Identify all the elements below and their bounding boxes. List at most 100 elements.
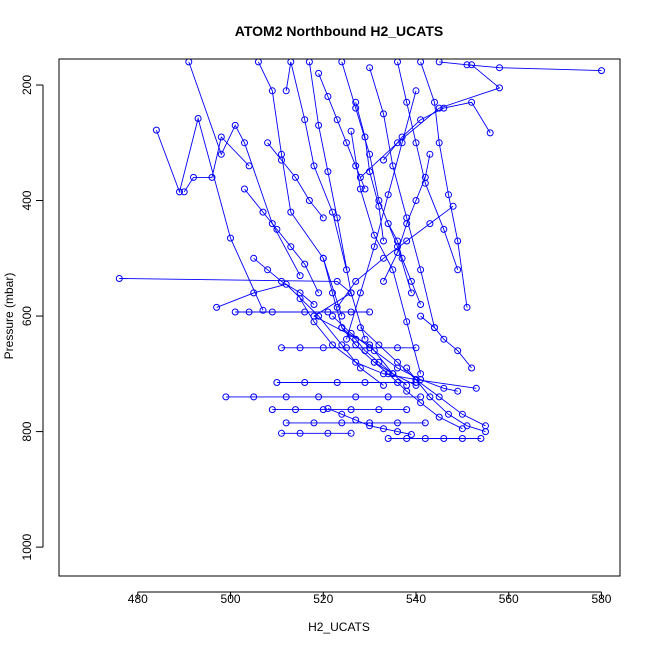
data-point xyxy=(194,115,202,122)
data-point xyxy=(264,266,272,274)
data-point xyxy=(296,289,304,297)
data-point xyxy=(296,344,304,352)
profile-line xyxy=(257,61,343,317)
data-point xyxy=(319,344,327,352)
profile-line xyxy=(369,67,435,328)
data-point xyxy=(417,312,425,320)
data-point xyxy=(384,435,392,442)
data-point xyxy=(287,243,295,251)
x-tick-label: 480 xyxy=(128,592,148,606)
profile-series-24 xyxy=(356,61,503,181)
x-axis-label: H2_UCATS xyxy=(308,620,370,634)
data-point xyxy=(324,429,332,437)
data-point xyxy=(361,335,369,343)
data-point xyxy=(361,347,369,355)
data-point xyxy=(343,335,350,343)
data-point xyxy=(115,275,123,282)
data-point xyxy=(305,197,313,204)
profile-line xyxy=(155,116,264,311)
data-point xyxy=(222,393,230,401)
data-point xyxy=(329,208,336,216)
data-point xyxy=(301,116,309,124)
x-tick-label: 580 xyxy=(591,592,611,606)
profile-series-6 xyxy=(222,393,425,401)
data-point xyxy=(287,59,295,66)
data-point xyxy=(259,306,267,314)
data-point xyxy=(407,431,415,438)
data-point xyxy=(352,416,360,424)
data-point xyxy=(426,220,434,228)
profile-series-5 xyxy=(273,379,420,386)
data-point xyxy=(347,127,355,135)
data-point xyxy=(356,185,364,193)
data-point xyxy=(356,173,364,181)
data-point xyxy=(329,341,336,349)
data-point xyxy=(315,312,323,320)
y-tick-label: 1000 xyxy=(20,533,34,560)
profile-series-15 xyxy=(282,59,350,274)
data-point xyxy=(375,358,383,366)
data-point xyxy=(356,364,364,372)
x-tick-label: 500 xyxy=(221,592,241,606)
profile-line xyxy=(253,257,315,305)
data-point xyxy=(398,139,406,147)
data-point xyxy=(347,429,355,437)
data-point xyxy=(458,435,466,442)
data-point xyxy=(384,370,392,378)
data-point xyxy=(477,435,485,442)
data-point xyxy=(310,162,318,170)
data-point xyxy=(333,277,341,285)
data-point xyxy=(394,139,401,147)
data-point xyxy=(412,87,420,95)
data-point xyxy=(241,185,248,193)
data-point xyxy=(421,173,429,181)
data-point xyxy=(482,428,489,436)
data-point xyxy=(319,214,327,222)
data-point xyxy=(352,98,360,106)
data-point xyxy=(296,272,304,280)
data-point xyxy=(254,59,262,66)
data-point xyxy=(278,277,285,285)
data-point xyxy=(445,191,452,199)
data-point xyxy=(366,308,374,316)
profile-line xyxy=(216,283,384,386)
profile-line xyxy=(420,61,468,308)
data-point xyxy=(445,410,452,418)
data-point xyxy=(301,260,309,268)
data-point xyxy=(152,126,160,134)
data-point xyxy=(185,59,193,66)
data-point xyxy=(333,214,341,222)
profile-series-3 xyxy=(231,308,374,316)
profile-line xyxy=(397,61,459,270)
data-point xyxy=(403,435,411,442)
data-point xyxy=(463,422,471,430)
data-point xyxy=(282,87,290,95)
data-point xyxy=(431,98,438,106)
data-point xyxy=(384,393,392,401)
profile-line xyxy=(332,315,458,392)
data-point xyxy=(421,419,429,427)
profile-series-39 xyxy=(384,220,425,308)
data-point xyxy=(394,358,401,366)
data-point xyxy=(319,406,327,414)
data-point xyxy=(421,435,429,442)
data-point xyxy=(380,277,387,285)
data-point xyxy=(338,410,346,418)
data-point xyxy=(496,64,503,72)
data-point xyxy=(352,335,360,343)
profile-line xyxy=(420,315,472,369)
data-point xyxy=(217,150,225,158)
profile-line xyxy=(244,188,320,294)
data-point xyxy=(278,344,285,352)
data-point xyxy=(361,185,369,193)
y-axis: 200 400 600 800 1000 xyxy=(20,75,44,560)
data-point xyxy=(231,121,239,129)
data-point xyxy=(338,419,346,427)
data-point xyxy=(380,370,387,378)
data-point xyxy=(412,376,420,384)
data-point xyxy=(352,277,360,285)
data-point xyxy=(454,237,462,245)
data-point xyxy=(380,237,387,245)
data-point xyxy=(361,133,369,141)
data-point xyxy=(356,289,364,297)
